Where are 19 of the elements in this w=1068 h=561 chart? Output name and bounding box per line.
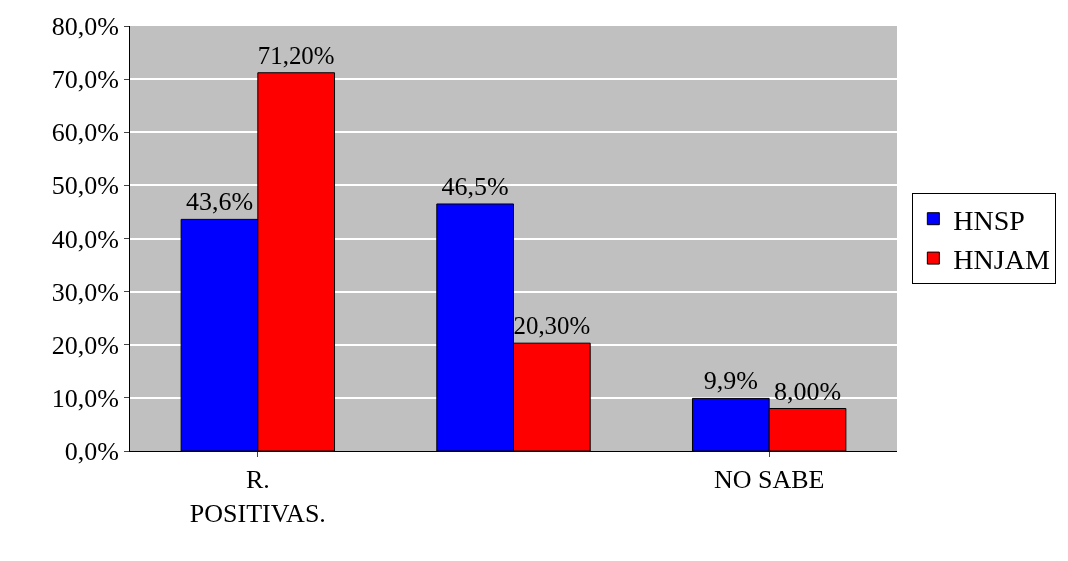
y-tick-label: 50,0% — [51, 171, 119, 201]
y-tick-label: 80,0% — [51, 12, 119, 42]
y-tick-label: 10,0% — [51, 383, 119, 413]
x-tick-label: R. POSITIVAS. — [189, 465, 326, 528]
legend-label: HNJAM — [953, 244, 1050, 276]
data-label: 8,00% — [773, 376, 842, 406]
data-label: 46,5% — [441, 171, 509, 201]
y-tick-label: 20,0% — [51, 330, 119, 360]
y-tick-label: 40,0% — [51, 224, 119, 254]
y-tick-label: 60,0% — [51, 118, 119, 148]
legend-label: HNSP — [953, 204, 1025, 236]
y-tick-label: 30,0% — [51, 277, 119, 307]
y-tick-label: 70,0% — [51, 65, 119, 95]
y-tick-label: 0,0% — [64, 437, 119, 467]
data-label: 9,9% — [703, 366, 758, 396]
data-label: 20,30% — [513, 312, 591, 340]
data-label: 43,6% — [185, 187, 254, 217]
data-label: 71,20% — [257, 42, 335, 70]
x-tick-label: NO SABE — [713, 465, 825, 495]
